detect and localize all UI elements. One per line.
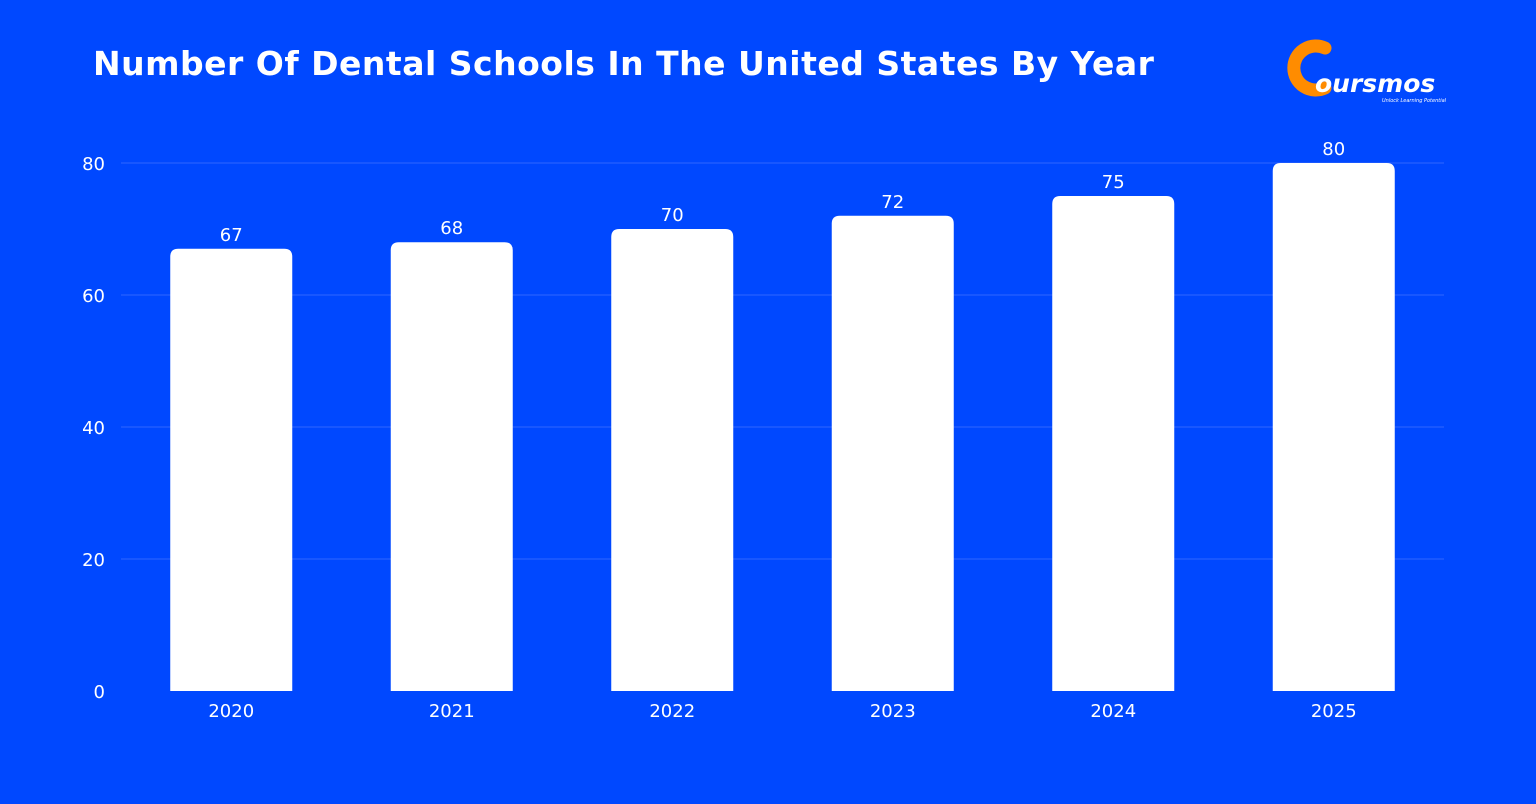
x-tick-label: 2024: [1090, 701, 1136, 722]
x-tick-label: 2023: [870, 701, 916, 722]
y-tick-label: 0: [94, 682, 105, 703]
data-label: 70: [661, 205, 684, 226]
x-tick-label: 2022: [649, 701, 695, 722]
y-tick-label: 40: [82, 418, 105, 439]
data-label: 67: [220, 225, 243, 246]
y-tick-label: 80: [82, 154, 105, 175]
chart-title: Number Of Dental Schools In The United S…: [93, 44, 1155, 83]
y-tick-label: 60: [82, 286, 105, 307]
data-label: 75: [1102, 172, 1125, 193]
x-tick-label: 2021: [429, 701, 475, 722]
bar: [1272, 163, 1395, 691]
x-tick-label: 2020: [208, 701, 254, 722]
bar: [611, 229, 734, 691]
x-tick-label: 2025: [1311, 701, 1357, 722]
svg-text:oursmos: oursmos: [1315, 69, 1435, 98]
data-label: 68: [440, 218, 463, 239]
coursmos-logo: oursmos Unlock Learning Potential: [1287, 39, 1447, 104]
data-label: 72: [881, 192, 904, 213]
bar: [390, 242, 513, 691]
bar: [1052, 196, 1175, 691]
svg-text:Unlock Learning Potential: Unlock Learning Potential: [1382, 98, 1447, 104]
data-label: 80: [1322, 139, 1345, 160]
bar: [831, 215, 954, 692]
y-tick-label: 20: [82, 550, 105, 571]
bar: [170, 248, 293, 692]
